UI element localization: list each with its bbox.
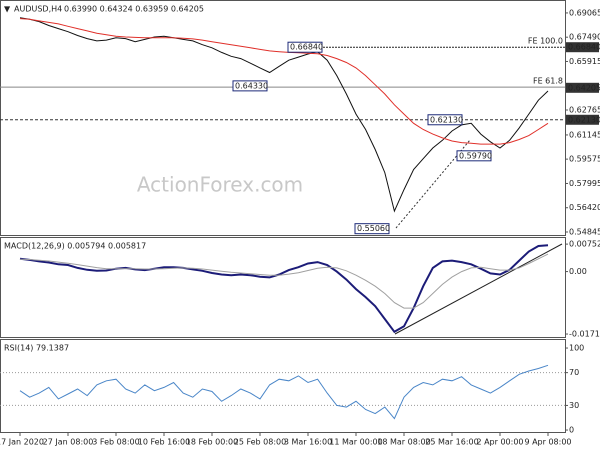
chart-subtitle: 0.63990 0.64324 0.63959 0.64205 bbox=[64, 5, 204, 14]
price-panel bbox=[0, 0, 566, 236]
y-tick-label: 0.69065 bbox=[569, 8, 600, 17]
fib-label: FE 100.0 bbox=[528, 37, 563, 46]
annotation-box bbox=[232, 80, 268, 92]
y-tick-label: 0.00 bbox=[569, 267, 587, 276]
x-tick-label: 2 Apr 00:00 bbox=[476, 438, 523, 447]
macd-panel bbox=[0, 237, 566, 338]
triangle: ▼ bbox=[4, 5, 11, 14]
price-marker-label: 0.66840 bbox=[568, 43, 600, 52]
macd-title: MACD(12,26,9) 0.005794 0.005817 bbox=[4, 242, 146, 251]
series-line bbox=[19, 244, 549, 334]
y-tick-label: 0.59575 bbox=[569, 155, 600, 164]
x-tick-label: 3 Feb 08:00 bbox=[92, 438, 139, 447]
series-line bbox=[19, 364, 549, 420]
annotation-box bbox=[354, 223, 390, 235]
series-line bbox=[19, 253, 549, 309]
price-marker bbox=[566, 42, 599, 53]
annotation-label: 0.66840 bbox=[290, 43, 323, 52]
macd-trendline bbox=[394, 243, 563, 335]
x-tick-label: 17 Jan 2020 bbox=[0, 438, 44, 447]
annotation-label: 0.64330 bbox=[235, 81, 268, 90]
y-tick-label: 0.57995 bbox=[569, 179, 600, 188]
rsi-panel bbox=[0, 339, 566, 433]
rsi-title: RSI(14) 79.1387 bbox=[4, 344, 69, 353]
watermark: ActionForex.com bbox=[137, 173, 303, 197]
x-tick-label: 25 Mar 16:00 bbox=[425, 438, 478, 447]
series-line bbox=[19, 17, 549, 213]
y-tick-label: 0.65915 bbox=[569, 57, 600, 66]
series-line bbox=[19, 18, 549, 145]
y-tick-label: 0.67490 bbox=[569, 33, 600, 42]
x-tick-label: 18 Feb 00:00 bbox=[186, 438, 238, 447]
annotation-box bbox=[287, 41, 323, 53]
x-tick-label: 11 Mar 00:00 bbox=[329, 438, 382, 447]
x-tick-label: 3 Mar 16:00 bbox=[284, 438, 332, 447]
price-marker-label: 0.62130 bbox=[568, 115, 600, 124]
y-tick-label: 0.61145 bbox=[569, 130, 600, 139]
price-marker-label: 0.64205 bbox=[568, 83, 600, 92]
y-tick-label: 0 bbox=[569, 426, 574, 435]
y-tick-label: 0.007526 bbox=[569, 240, 600, 249]
fib-label: FE 61.8 bbox=[533, 77, 563, 86]
y-tick-label: 70 bbox=[569, 368, 579, 377]
price-marker bbox=[566, 82, 599, 93]
y-tick-label: 0.62765 bbox=[569, 105, 600, 114]
y-tick-label: -0.017112 bbox=[569, 330, 600, 339]
y-tick-label: 30 bbox=[569, 401, 579, 410]
annotation-box bbox=[456, 150, 492, 162]
annotation-box bbox=[427, 114, 463, 126]
annotation-label: 0.55060 bbox=[357, 224, 390, 233]
x-tick-label: 10 Feb 16:00 bbox=[138, 438, 190, 447]
price-marker bbox=[566, 114, 599, 125]
y-tick-label: 0.54845 bbox=[569, 227, 600, 236]
chart-title: AUDUSD,H4 bbox=[14, 5, 62, 14]
x-tick-label: 9 Apr 08:00 bbox=[524, 438, 571, 447]
x-tick-label: 18 Mar 08:00 bbox=[377, 438, 430, 447]
price-trendline bbox=[395, 139, 471, 229]
x-tick-label: 27 Jan 08:00 bbox=[43, 438, 94, 447]
y-tick-label: 0.56420 bbox=[569, 203, 600, 212]
annotation-label: 0.62130 bbox=[430, 115, 463, 124]
x-tick-label: 25 Feb 08:00 bbox=[234, 438, 286, 447]
y-tick-label: 100 bbox=[569, 344, 584, 353]
annotation-label: 0.59790 bbox=[459, 151, 492, 160]
